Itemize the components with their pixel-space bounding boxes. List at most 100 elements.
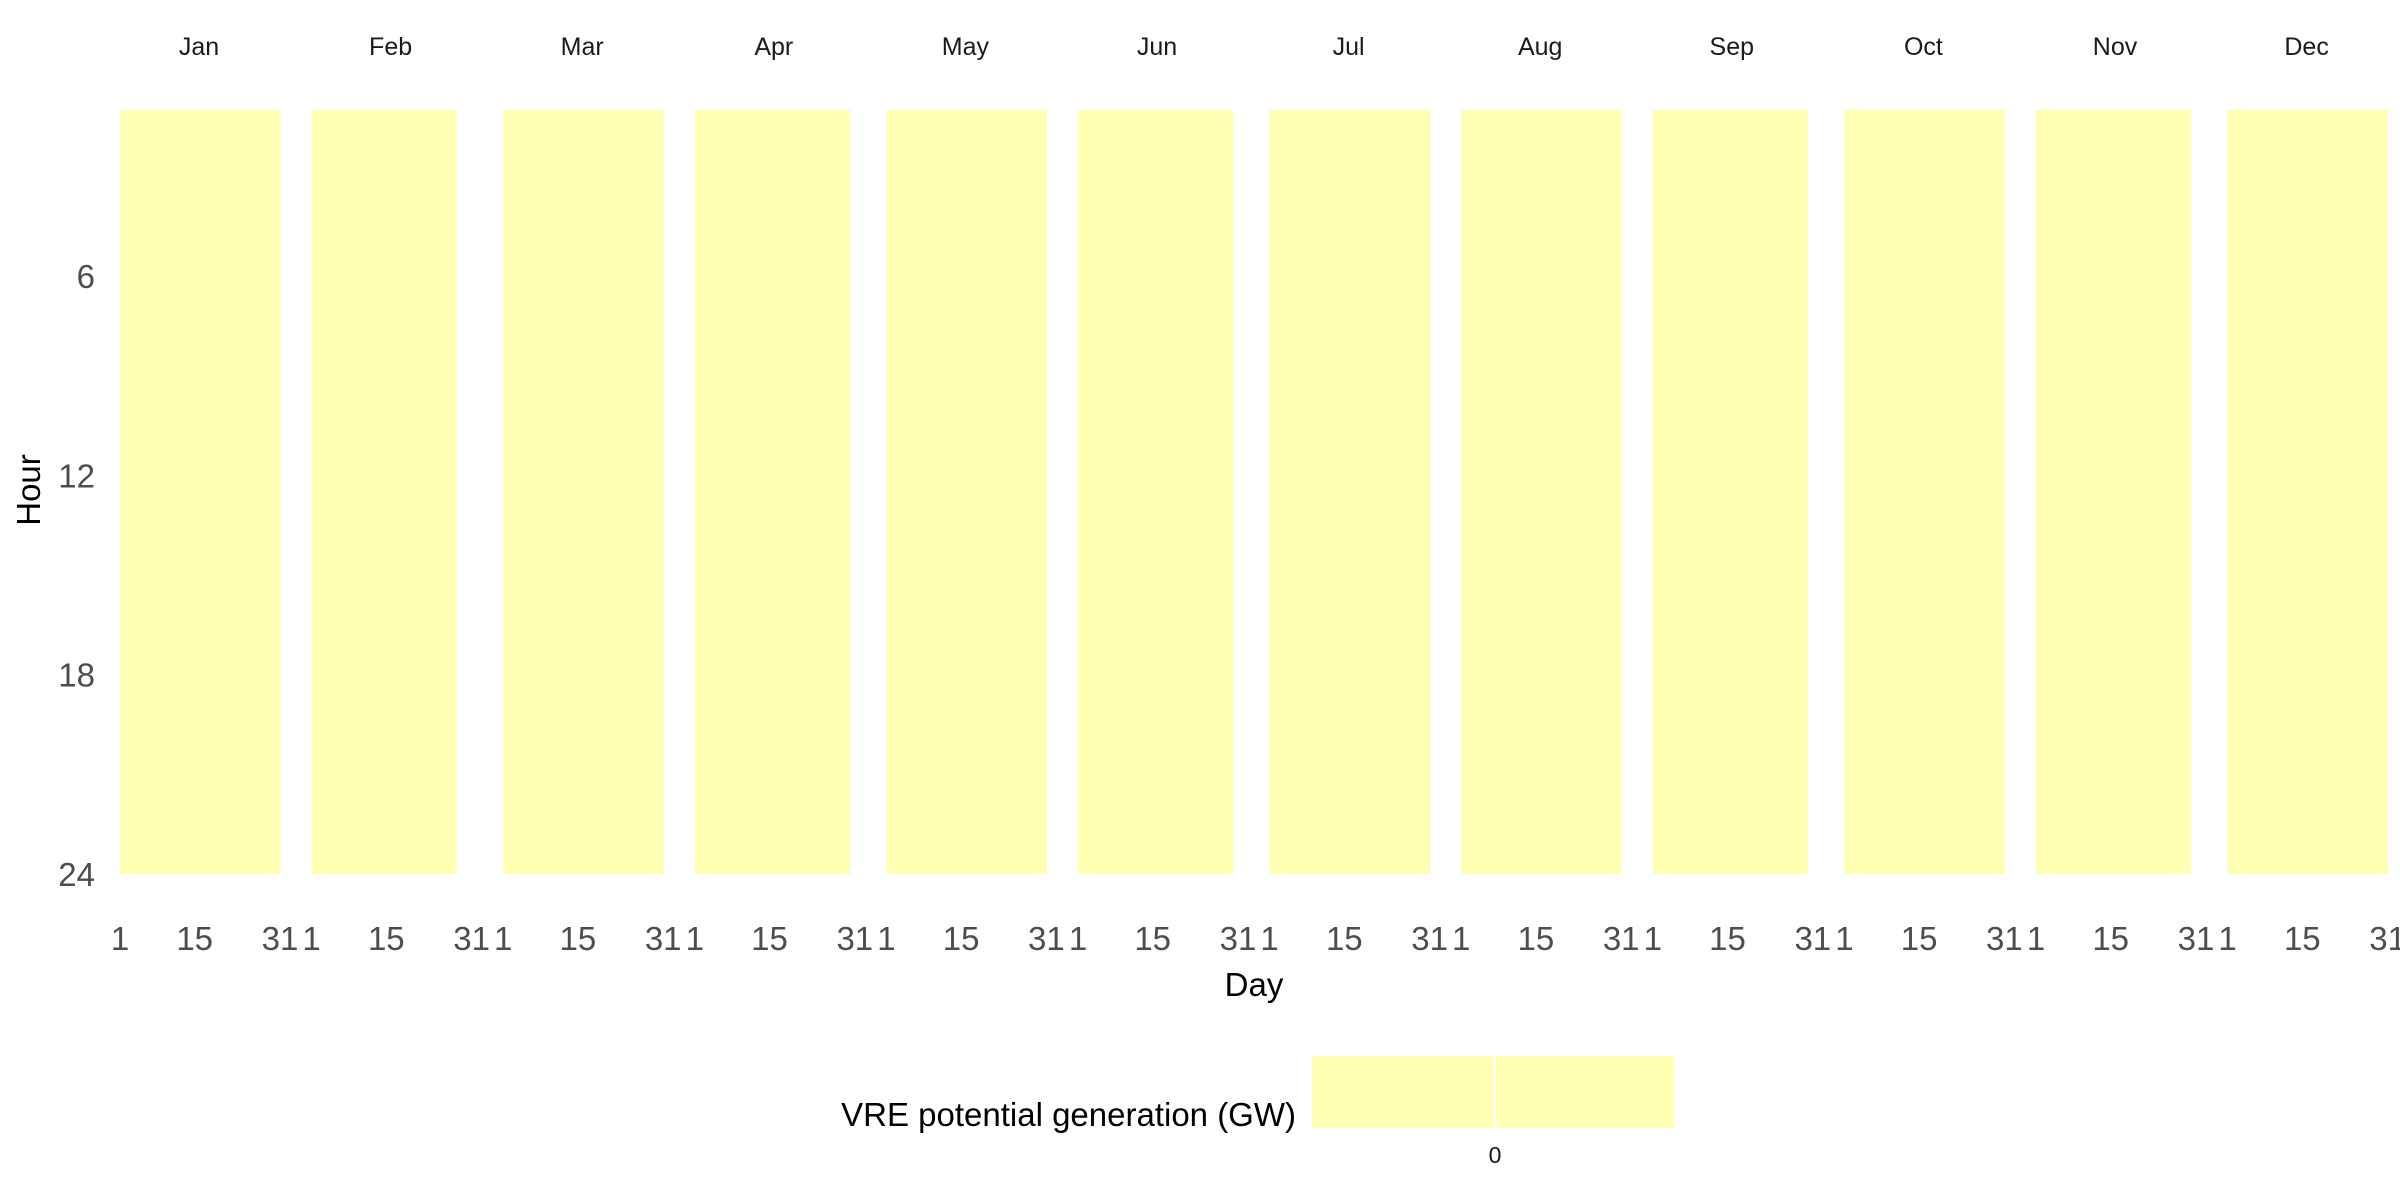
heatmap-tile xyxy=(886,110,893,874)
heatmap-tile xyxy=(1362,110,1369,874)
facet-strip-label: Dec xyxy=(2284,33,2328,61)
heatmap-tile xyxy=(725,110,732,874)
x-tick-label: 15 xyxy=(176,920,213,957)
heatmap-tile xyxy=(2185,110,2192,874)
heatmap-tile xyxy=(1134,110,1141,874)
x-tick-label: 15 xyxy=(1326,920,1363,957)
heatmap-tile xyxy=(1921,110,1928,874)
legend-title: VRE potential generation (GW) xyxy=(841,1096,1296,1133)
heatmap-tile xyxy=(445,110,452,874)
heatmap-tile xyxy=(2144,110,2151,874)
heatmap-tile xyxy=(787,110,794,874)
heatmap-tile xyxy=(238,110,245,874)
heatmap-tile xyxy=(1476,110,1483,874)
heatmap-tile xyxy=(2077,110,2084,874)
heatmap-tile xyxy=(150,110,157,874)
heatmap-tile xyxy=(1730,110,1736,874)
heatmap-tile xyxy=(2123,110,2130,874)
heatmap-tile xyxy=(363,110,369,874)
heatmap-tile xyxy=(2103,110,2109,874)
heatmap-tile xyxy=(1326,110,1333,874)
facet-strip-label: Sep xyxy=(1710,33,1754,61)
heatmap-tile xyxy=(1372,110,1379,874)
heatmap-tile xyxy=(373,110,380,874)
heatmap-tile xyxy=(274,110,281,874)
heatmap-tile xyxy=(1937,110,1944,874)
heatmap-tile xyxy=(1078,110,1084,874)
heatmap-tile xyxy=(316,110,323,874)
heatmap-tile xyxy=(1088,110,1095,874)
heatmap-tile xyxy=(435,110,442,874)
heatmap-tile xyxy=(332,110,339,874)
heatmap-tile xyxy=(1155,110,1162,874)
heatmap-tile xyxy=(896,110,903,874)
heatmap-tile xyxy=(243,110,250,874)
heatmap-tile xyxy=(2268,110,2275,874)
heatmap-tile xyxy=(1512,110,1519,874)
heatmap-tile xyxy=(1983,110,1990,874)
heatmap-tile xyxy=(120,110,126,874)
heatmap-tile xyxy=(932,110,939,874)
facet-strip-label: Aug xyxy=(1518,33,1562,61)
heatmap-tile xyxy=(2366,110,2373,874)
heatmap-tile xyxy=(1316,110,1322,874)
heatmap-tile xyxy=(1492,110,1498,874)
heatmap-tile xyxy=(652,110,659,874)
heatmap-tile xyxy=(772,110,778,874)
heatmap-tile xyxy=(715,110,722,874)
heatmap-tile xyxy=(844,110,851,874)
heatmap-tile xyxy=(1548,110,1555,874)
heatmap-tile xyxy=(1201,110,1208,874)
heatmap-tile xyxy=(1538,110,1545,874)
heatmap-tile xyxy=(1274,110,1281,874)
heatmap-tile xyxy=(1030,110,1037,874)
heatmap-tile xyxy=(1170,110,1177,874)
heatmap-tile xyxy=(1683,110,1690,874)
facet-strip-label: May xyxy=(942,33,990,61)
heatmap-tile xyxy=(1559,110,1566,874)
heatmap-tile xyxy=(1414,110,1420,874)
facet-aug: Aug 1 15 31 xyxy=(1452,33,1640,957)
heatmap-tile xyxy=(1668,110,1675,874)
y-tick-label: 24 xyxy=(58,856,95,893)
heatmap-tile xyxy=(1352,110,1358,874)
heatmap-tile xyxy=(839,110,846,874)
heatmap-tile xyxy=(1419,110,1426,874)
heatmap-tile xyxy=(1973,110,1980,874)
heatmap-tile xyxy=(559,110,566,874)
heatmap-tile xyxy=(1771,110,1778,874)
heatmap-tile xyxy=(798,110,804,874)
heatmap-tile xyxy=(2046,110,2053,874)
heatmap-tile xyxy=(1176,110,1182,874)
facet-panels: Jan 1 15 31 Feb 1 15 31 Mar 1 15 31 Apr 1 15 31 May 1 15 31… xyxy=(111,33,2400,957)
heatmap-tile xyxy=(1466,110,1473,874)
heatmap-tile xyxy=(2149,110,2156,874)
heatmap-tile xyxy=(311,110,318,874)
x-tick-label: 1 xyxy=(1069,920,1087,957)
heatmap-tile xyxy=(2351,110,2358,874)
x-tick-label: 15 xyxy=(1709,920,1746,957)
heatmap-tile xyxy=(1083,110,1089,874)
heatmap-tile xyxy=(2237,110,2244,874)
heatmap-tile xyxy=(523,110,530,874)
heatmap-tile xyxy=(409,110,416,874)
heatmap-tile xyxy=(647,110,654,874)
heatmap-tile xyxy=(1994,110,2000,874)
legend-tick-label: 0 xyxy=(1489,1142,1502,1168)
heatmap-tile xyxy=(223,110,229,874)
heatmap-tile xyxy=(736,110,742,874)
heatmap-tile xyxy=(2274,110,2280,874)
heatmap-tile xyxy=(2056,110,2063,874)
heatmap-tile xyxy=(1487,110,1493,874)
heatmap-tile xyxy=(1704,110,1711,874)
heatmap-tile xyxy=(565,110,571,874)
heatmap-tile xyxy=(1694,110,1700,874)
heatmap-tile xyxy=(2128,110,2135,874)
heatmap-tile xyxy=(1108,110,1115,874)
heatmap-tile xyxy=(1699,110,1706,874)
heatmap-tile xyxy=(171,110,178,874)
heatmap-tile xyxy=(233,110,240,874)
heatmap-tile xyxy=(1963,110,1969,874)
heatmap-tile xyxy=(1766,110,1773,874)
heatmap-tile xyxy=(2310,110,2316,874)
